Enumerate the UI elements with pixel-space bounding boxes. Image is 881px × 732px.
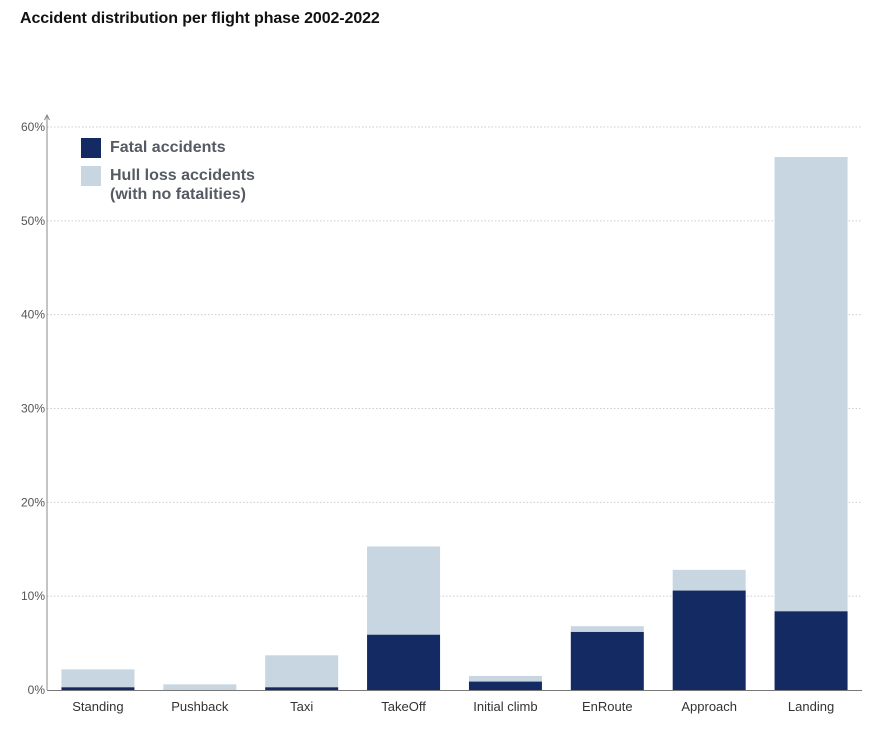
legend-item-hull-loss: Hull loss accidents (with no fatalities): [81, 166, 255, 204]
y-tick-label: 0%: [28, 683, 46, 697]
bar-hull-loss: [570, 626, 644, 632]
y-tick-label: 10%: [21, 589, 45, 603]
bar-hull-loss: [672, 569, 746, 591]
legend-label-fatal: Fatal accidents: [110, 139, 226, 156]
legend-swatch-fatal: [81, 138, 101, 158]
bar-hull-loss: [367, 546, 441, 635]
x-tick-label: Standing: [72, 699, 123, 714]
legend-label-hull-loss-line1: Hull loss accidents: [110, 167, 255, 184]
x-tick-label: Landing: [788, 699, 834, 714]
x-tick-label: Initial climb: [473, 699, 537, 714]
bar-fatal: [570, 631, 644, 690]
chart-legend: Fatal accidents Hull loss accidents (wit…: [81, 138, 255, 212]
y-axis-arrow: [44, 113, 50, 121]
bar-fatal: [265, 687, 339, 690]
bar-fatal: [367, 634, 441, 690]
bar-fatal: [61, 687, 135, 690]
y-tick-label: 60%: [21, 120, 45, 134]
x-tick-label: EnRoute: [582, 699, 633, 714]
legend-label-hull-loss: Hull loss accidents (with no fatalities): [110, 166, 255, 204]
bar-fatal: [468, 681, 542, 690]
bar-hull-loss: [61, 669, 135, 688]
bar-hull-loss: [265, 655, 339, 688]
bar-hull-loss: [468, 675, 542, 682]
bar-hull-loss: [774, 157, 848, 612]
legend-label-hull-loss-line2: (with no fatalities): [110, 186, 246, 203]
legend-item-fatal: Fatal accidents: [81, 138, 255, 158]
x-tick-label: Taxi: [290, 699, 313, 714]
x-tick-label: Approach: [681, 699, 737, 714]
x-tick-label: TakeOff: [381, 699, 426, 714]
y-tick-label: 20%: [21, 495, 45, 509]
bar-fatal: [672, 590, 746, 690]
bar-fatal: [774, 611, 848, 690]
legend-swatch-hull-loss: [81, 166, 101, 186]
y-tick-label: 50%: [21, 214, 45, 228]
bar-hull-loss: [163, 684, 237, 690]
y-tick-label: 40%: [21, 308, 45, 322]
x-tick-label: Pushback: [171, 699, 229, 714]
chart-title: Accident distribution per flight phase 2…: [20, 10, 380, 27]
y-tick-label: 30%: [21, 402, 45, 416]
